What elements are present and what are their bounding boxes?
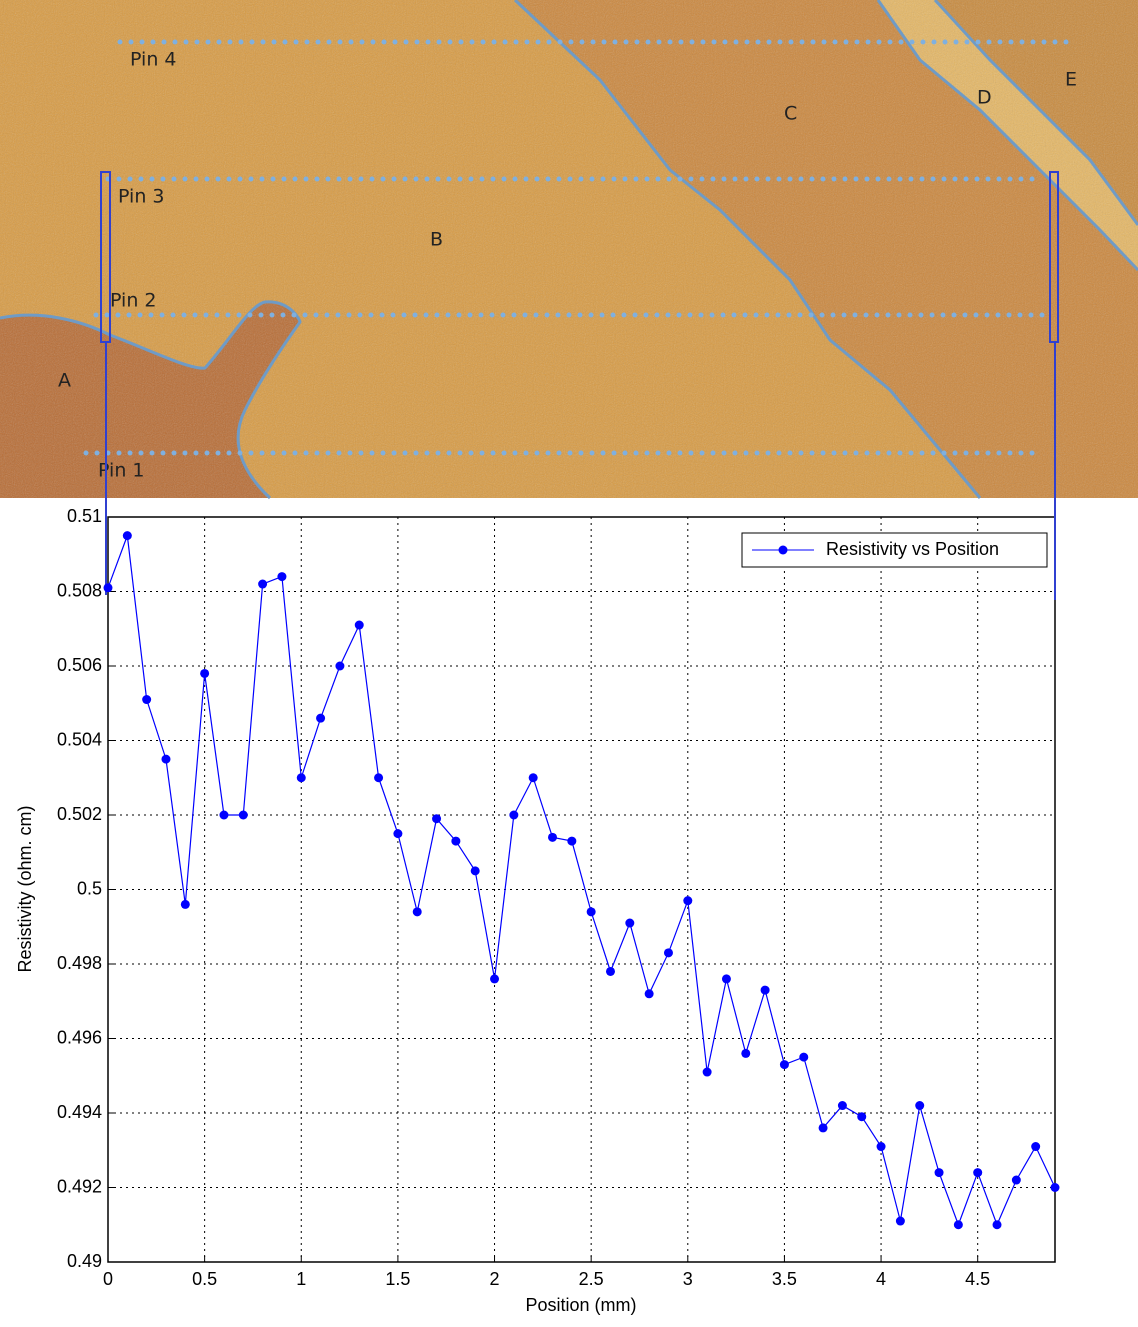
data-point: [973, 1168, 982, 1177]
pin-label: Pin 4: [130, 49, 177, 71]
data-point: [761, 986, 770, 995]
data-point: [741, 1049, 750, 1058]
y-tick-label: 0.498: [57, 953, 102, 973]
data-point: [606, 967, 615, 976]
pin-label: Pin 2: [110, 290, 157, 312]
x-tick-label: 1: [296, 1269, 306, 1289]
region-label: A: [58, 370, 71, 392]
data-point: [877, 1142, 886, 1151]
data-point: [219, 811, 228, 820]
y-tick-label: 0.496: [57, 1027, 102, 1047]
data-point: [471, 866, 480, 875]
region-label: C: [784, 103, 797, 125]
x-tick-label: 3: [683, 1269, 693, 1289]
data-point: [277, 572, 286, 581]
pin-label: Pin 3: [118, 186, 165, 208]
data-point: [780, 1060, 789, 1069]
texture: [0, 0, 1138, 498]
data-point: [413, 907, 422, 916]
region-label: D: [977, 87, 992, 109]
data-point: [104, 583, 113, 592]
data-point: [529, 773, 538, 782]
data-point: [161, 755, 170, 764]
region-label: B: [430, 229, 443, 251]
x-tick-label: 1.5: [385, 1269, 410, 1289]
data-point: [258, 580, 267, 589]
data-point: [993, 1220, 1002, 1229]
data-point: [683, 896, 692, 905]
data-point: [625, 919, 634, 928]
data-point: [1012, 1176, 1021, 1185]
x-tick-label: 0: [103, 1269, 113, 1289]
data-point: [181, 900, 190, 909]
x-tick-label: 2.5: [579, 1269, 604, 1289]
data-point: [722, 974, 731, 983]
x-tick-label: 0.5: [192, 1269, 217, 1289]
y-tick-label: 0.49: [67, 1251, 102, 1271]
data-point: [490, 974, 499, 983]
data-point: [838, 1101, 847, 1110]
data-point: [297, 773, 306, 782]
pin-label: Pin 1: [98, 460, 145, 482]
y-tick-label: 0.504: [57, 729, 102, 749]
y-axis-title: Resistivity (ohm. cm): [15, 805, 35, 972]
data-point: [799, 1053, 808, 1062]
data-point: [548, 833, 557, 842]
region-label: E: [1065, 69, 1077, 91]
y-tick-label: 0.506: [57, 655, 102, 675]
data-point: [451, 837, 460, 846]
data-point: [664, 948, 673, 957]
legend-marker: [779, 546, 788, 555]
y-tick-label: 0.492: [57, 1176, 102, 1196]
data-point: [316, 714, 325, 723]
data-point: [393, 829, 402, 838]
data-point: [123, 531, 132, 540]
legend-label: Resistivity vs Position: [826, 539, 999, 559]
data-point: [200, 669, 209, 678]
data-point: [819, 1123, 828, 1132]
micrograph: Pin 4 Pin 3 Pin 2 Pin 1 A B C D E: [0, 0, 1138, 498]
x-tick-label: 4.5: [965, 1269, 990, 1289]
data-point: [954, 1220, 963, 1229]
x-tick-label: 3.5: [772, 1269, 797, 1289]
data-point: [432, 814, 441, 823]
data-point: [142, 695, 151, 704]
y-tick-label: 0.508: [57, 580, 102, 600]
y-tick-label: 0.5: [77, 878, 102, 898]
x-tick-label: 2: [490, 1269, 500, 1289]
data-point: [335, 662, 344, 671]
data-point: [915, 1101, 924, 1110]
data-point: [1051, 1183, 1060, 1192]
figure: Pin 4 Pin 3 Pin 2 Pin 1 A B C D E Positi…: [0, 0, 1138, 1322]
data-point: [935, 1168, 944, 1177]
data-point: [857, 1112, 866, 1121]
data-point: [1031, 1142, 1040, 1151]
data-point: [374, 773, 383, 782]
data-point: [703, 1068, 712, 1077]
x-axis-title: Position (mm): [525, 1295, 636, 1315]
y-tick-label: 0.494: [57, 1102, 102, 1122]
data-point: [509, 811, 518, 820]
data-point: [587, 907, 596, 916]
data-point: [567, 837, 576, 846]
data-point: [239, 811, 248, 820]
data-point: [645, 989, 654, 998]
page: Pin 4 Pin 3 Pin 2 Pin 1 A B C D E Positi…: [0, 0, 1138, 1322]
y-tick-label: 0.51: [67, 506, 102, 526]
data-point: [896, 1217, 905, 1226]
y-tick-label: 0.502: [57, 804, 102, 824]
data-point: [355, 621, 364, 630]
x-tick-label: 4: [876, 1269, 886, 1289]
